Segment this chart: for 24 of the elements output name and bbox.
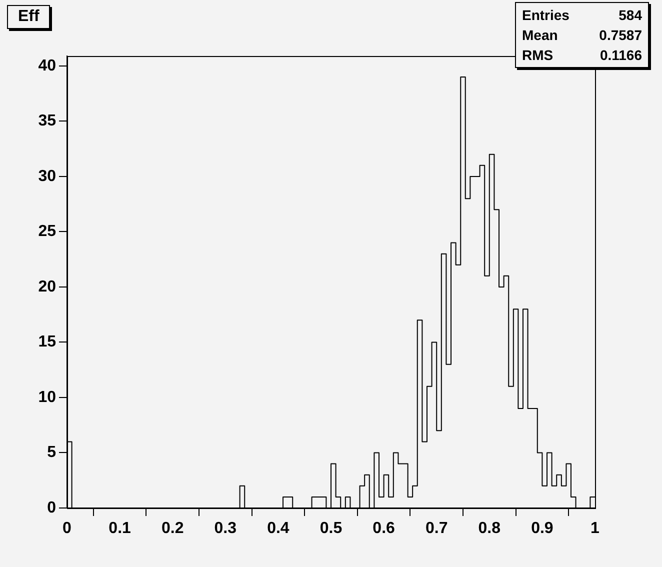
x-tick-label: 0.6 — [372, 520, 396, 538]
y-tick-label: 0 — [47, 499, 56, 516]
x-tick-label: 0.8 — [478, 520, 501, 538]
x-tick-label: 0.4 — [267, 520, 290, 538]
x-tick-label: 0.2 — [161, 520, 184, 538]
x-tick-label: 0 — [62, 520, 72, 538]
x-tick-label: 0.1 — [108, 520, 132, 538]
x-tick-label: 0.5 — [320, 520, 342, 538]
y-tick-label: 25 — [38, 223, 56, 240]
y-tick-label: 15 — [38, 334, 56, 351]
chart-title: Eff — [7, 5, 50, 29]
y-tick-label: 10 — [38, 388, 56, 406]
x-tick-label: 0.9 — [531, 520, 554, 538]
y-tick-label: 35 — [38, 112, 56, 130]
text: Mean 0.7587 — [522, 27, 642, 43]
text: RMS 0.1166 — [522, 47, 642, 63]
y-tick-label: 40 — [38, 57, 56, 74]
y-tick-label: 20 — [38, 278, 56, 296]
x-tick-label: 0.3 — [214, 520, 237, 538]
x-tick-label: 0.7 — [425, 520, 448, 538]
y-tick-label: 5 — [47, 444, 56, 462]
y-tick-label: 30 — [38, 168, 56, 185]
x-tick-label: 1 — [590, 520, 600, 538]
text: Entries 584 — [522, 7, 642, 23]
